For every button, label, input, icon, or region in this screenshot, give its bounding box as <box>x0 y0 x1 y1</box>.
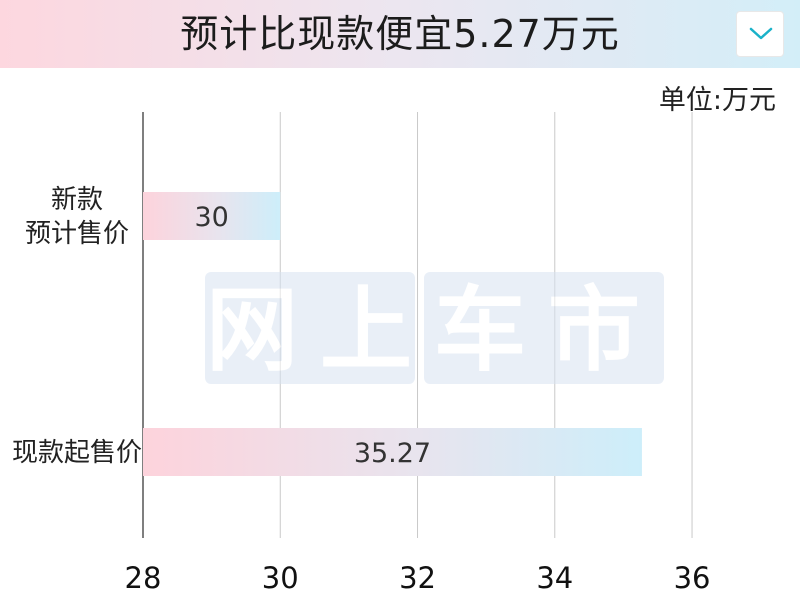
bars: 30 35.27 <box>143 192 642 476</box>
watermark-text: 网上车市 <box>206 277 662 384</box>
chart-title: 预计比现款便宜5.27万元 <box>180 12 620 56</box>
x-tick-label: 28 <box>125 561 162 595</box>
watermark: 网上车市 <box>205 272 664 384</box>
bar <box>143 428 642 476</box>
unit-label: 单位:万元 <box>658 85 776 116</box>
bar-value-label: 35.27 <box>354 438 431 469</box>
x-tick-label: 30 <box>262 561 299 595</box>
chevron-down-icon <box>749 27 773 40</box>
bar-value-label: 30 <box>194 202 228 233</box>
dropdown-button[interactable] <box>736 11 784 57</box>
x-tick-label: 36 <box>674 561 711 595</box>
category-label: 新款 <box>51 185 103 215</box>
bar <box>143 192 281 240</box>
x-tick-label: 34 <box>536 561 573 595</box>
category-label: 预计售价 <box>25 219 129 249</box>
x-tick-label: 32 <box>399 561 436 595</box>
category-label: 现款起售价 <box>12 438 142 468</box>
chart-header <box>0 0 800 68</box>
